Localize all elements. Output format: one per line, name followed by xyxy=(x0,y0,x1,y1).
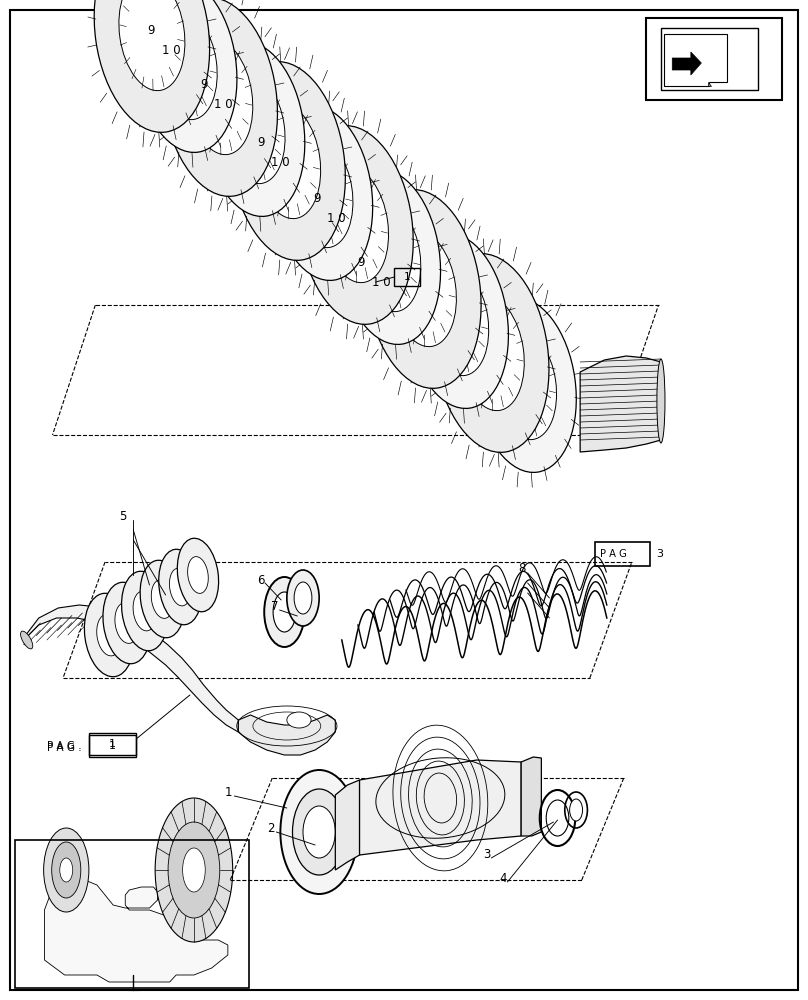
Ellipse shape xyxy=(255,103,321,219)
Ellipse shape xyxy=(168,822,220,918)
Ellipse shape xyxy=(287,712,311,728)
Ellipse shape xyxy=(287,570,319,626)
Ellipse shape xyxy=(294,582,312,614)
Ellipse shape xyxy=(44,828,89,912)
Text: 1 0: 1 0 xyxy=(271,155,289,168)
Ellipse shape xyxy=(133,591,156,631)
Text: 1: 1 xyxy=(225,786,232,798)
Text: 9: 9 xyxy=(357,255,364,268)
Ellipse shape xyxy=(52,842,81,898)
Ellipse shape xyxy=(390,231,457,347)
Ellipse shape xyxy=(230,62,345,260)
Bar xyxy=(394,268,420,286)
Text: 8: 8 xyxy=(519,561,526,574)
Ellipse shape xyxy=(177,538,219,612)
Text: 9: 9 xyxy=(257,135,264,148)
Text: 4: 4 xyxy=(499,871,507,884)
Ellipse shape xyxy=(170,568,191,606)
Ellipse shape xyxy=(84,593,134,677)
Text: 3: 3 xyxy=(656,549,663,559)
Text: 1: 1 xyxy=(404,272,410,282)
Ellipse shape xyxy=(135,0,237,152)
Ellipse shape xyxy=(271,106,372,280)
Ellipse shape xyxy=(115,603,139,643)
Ellipse shape xyxy=(570,799,583,821)
Text: P A G .: P A G . xyxy=(47,743,82,753)
Polygon shape xyxy=(44,880,228,982)
Ellipse shape xyxy=(140,560,185,638)
Text: 9: 9 xyxy=(314,192,321,205)
Ellipse shape xyxy=(273,592,296,632)
Ellipse shape xyxy=(292,789,346,875)
Polygon shape xyxy=(580,356,661,452)
Text: 9: 9 xyxy=(147,23,154,36)
Ellipse shape xyxy=(187,557,208,593)
Ellipse shape xyxy=(494,330,557,440)
Bar xyxy=(661,28,758,90)
Ellipse shape xyxy=(426,266,489,376)
Bar xyxy=(89,735,136,757)
Ellipse shape xyxy=(20,631,33,649)
Polygon shape xyxy=(238,715,335,755)
Polygon shape xyxy=(708,82,711,86)
Ellipse shape xyxy=(162,0,277,196)
Text: P A G .: P A G . xyxy=(47,741,82,751)
Ellipse shape xyxy=(95,0,209,132)
Ellipse shape xyxy=(366,190,481,388)
Text: 1 0: 1 0 xyxy=(162,43,180,56)
Polygon shape xyxy=(335,780,360,870)
Ellipse shape xyxy=(264,577,305,647)
Ellipse shape xyxy=(103,582,151,664)
Text: 1 0: 1 0 xyxy=(214,99,233,111)
Ellipse shape xyxy=(657,359,665,443)
Ellipse shape xyxy=(303,806,335,858)
Bar xyxy=(595,542,650,566)
Ellipse shape xyxy=(119,0,185,91)
Ellipse shape xyxy=(546,800,569,836)
Polygon shape xyxy=(24,605,238,732)
Bar xyxy=(89,733,136,755)
Ellipse shape xyxy=(358,202,421,312)
Polygon shape xyxy=(521,757,541,836)
Polygon shape xyxy=(360,760,521,855)
Text: 6: 6 xyxy=(257,573,264,586)
Ellipse shape xyxy=(298,126,413,324)
Ellipse shape xyxy=(434,254,549,452)
Text: 2: 2 xyxy=(267,822,274,834)
Ellipse shape xyxy=(183,848,205,892)
Ellipse shape xyxy=(290,138,353,248)
Ellipse shape xyxy=(474,298,576,472)
Ellipse shape xyxy=(458,295,524,411)
Ellipse shape xyxy=(203,42,305,216)
Polygon shape xyxy=(664,34,727,86)
Text: 1 0: 1 0 xyxy=(372,275,390,288)
Ellipse shape xyxy=(222,74,285,184)
Ellipse shape xyxy=(121,571,168,651)
Ellipse shape xyxy=(322,167,389,283)
Bar xyxy=(646,18,782,100)
Ellipse shape xyxy=(97,614,121,656)
Text: 9: 9 xyxy=(200,79,208,92)
Polygon shape xyxy=(672,52,701,75)
Text: P A G: P A G xyxy=(600,549,626,559)
Text: 1: 1 xyxy=(109,739,116,749)
Ellipse shape xyxy=(339,170,440,344)
Ellipse shape xyxy=(406,234,508,408)
Ellipse shape xyxy=(60,858,73,882)
Text: 3: 3 xyxy=(483,848,490,861)
Ellipse shape xyxy=(187,39,253,155)
Ellipse shape xyxy=(158,549,202,625)
Text: 5: 5 xyxy=(120,510,127,522)
Bar xyxy=(15,840,249,988)
Ellipse shape xyxy=(154,10,217,120)
Text: 1: 1 xyxy=(109,741,116,751)
Ellipse shape xyxy=(280,770,358,894)
Text: 1 0: 1 0 xyxy=(327,212,346,225)
Text: 7: 7 xyxy=(271,599,278,612)
Ellipse shape xyxy=(155,798,233,942)
Ellipse shape xyxy=(151,580,174,618)
